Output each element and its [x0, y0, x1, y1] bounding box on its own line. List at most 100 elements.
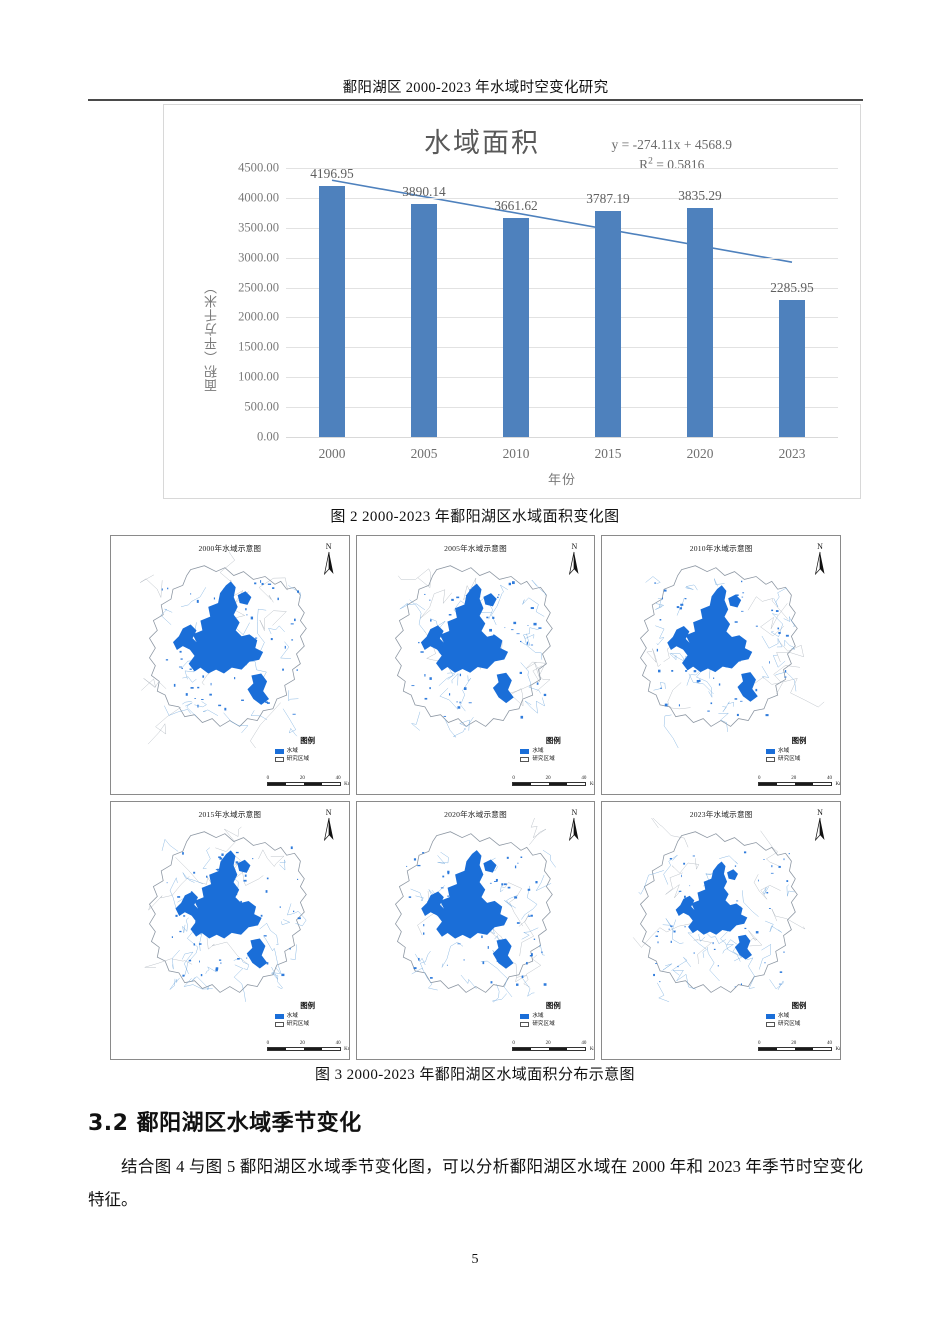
chart-bar [319, 186, 345, 437]
map-graphic [144, 826, 307, 1002]
scale-bar-unit: Km [589, 781, 595, 787]
scale-bar-graphic [512, 1047, 587, 1051]
scale-tick-label: 40 [581, 775, 587, 781]
legend-swatch-study-area [274, 1022, 284, 1027]
scale-tick-label: 20 [791, 775, 797, 781]
north-arrow-icon: N [566, 808, 582, 842]
running-header: 鄱阳湖区 2000-2023 年水域时空变化研究 [342, 80, 609, 96]
legend-swatch-study-area [766, 756, 775, 762]
x-axis-title: 年份 [547, 472, 576, 487]
legend-swatch-water [274, 1014, 284, 1019]
legend-swatch-water [520, 748, 530, 754]
y-axis-tick-label: 4000.00 [238, 190, 279, 205]
map-canvas [111, 818, 349, 1014]
water-body-layer [420, 583, 514, 704]
figure-2-chart: 水域面积 y = -274.11x + 4568.9 R2 = 0.5816 面… [163, 104, 861, 499]
map-scale-bar: 0 20 40Km [512, 1041, 594, 1052]
north-arrow-icon: N [812, 808, 828, 842]
map-scale-bar: 0 20 40Km [758, 1041, 840, 1052]
chart-gridline [286, 347, 838, 349]
scale-bar-ticks: 0 20 40 [512, 1041, 586, 1047]
north-arrow-icon: N [321, 542, 337, 576]
legend-item: 研究区域 [274, 1021, 341, 1028]
scale-tick-label: 20 [299, 775, 305, 781]
legend-item: 水域 [766, 1013, 832, 1020]
map-scale-bar: 0 20 40Km [266, 1041, 349, 1052]
legend-item-label: 研究区域 [286, 755, 310, 762]
legend-swatch-water [520, 1014, 530, 1019]
figure-3-caption: 图 3 2000-2023 年鄱阳湖区水域面积分布示意图 [315, 1067, 635, 1083]
north-arrow-label: N [325, 542, 332, 551]
north-arrow-label: N [325, 807, 332, 817]
water-body-layer [675, 860, 753, 960]
north-arrow-glyph [569, 817, 579, 841]
scale-bar-ticks: 0 20 40 [758, 1041, 832, 1047]
chart-bar [687, 207, 713, 437]
north-arrow-label: N [817, 542, 823, 551]
map-legend: 图例 水域 研究区域 [274, 735, 341, 764]
legend-item: 水域 [274, 748, 341, 755]
chart-bar-value-label: 3661.62 [494, 198, 538, 214]
scale-tick-label: 40 [827, 775, 832, 781]
legend-item-label: 水域 [778, 1013, 790, 1019]
y-axis-tick-label: 3500.00 [238, 220, 279, 235]
trendline-equation-line: y = -274.11x + 4568.9 [611, 137, 732, 152]
water-body-layer [667, 585, 759, 702]
map-canvas [357, 812, 595, 1014]
map-legend: 图例 水域研究区域 [520, 735, 586, 764]
north-arrow-icon: N [812, 542, 828, 576]
chart-plot-area: 年份 4500.00 4000.00 3500.00 3000.00 2500.00 20… [238, 161, 838, 487]
r2-value: = 0.5816 [656, 156, 705, 172]
y-axis-tick-label: 3000.00 [238, 250, 279, 265]
scale-tick-label: 40 [335, 1041, 341, 1046]
map-canvas [357, 552, 595, 748]
scale-bar-graphic [266, 781, 341, 786]
scale-tick-label: 0 [512, 775, 515, 781]
trendline-r2-line: R2 = 0.5816 [612, 155, 732, 175]
legend-title: 图例 [545, 735, 561, 745]
legend-item: 水域 [766, 748, 832, 755]
legend-item: 研究区域 [766, 1021, 832, 1028]
chart-gridline [286, 437, 838, 438]
legend-title: 图例 [791, 1001, 807, 1010]
north-arrow-label: N [571, 807, 578, 817]
scale-bar-unit: Km [344, 781, 349, 787]
north-arrow-glyph [814, 817, 825, 841]
scale-bar-ticks: 0 20 40 [267, 1041, 341, 1047]
chart-gridline [286, 168, 838, 169]
scale-tick-label: 0 [758, 775, 761, 781]
legend-item-label: 水域 [532, 747, 544, 754]
map-panel-title: 2015年水域示意图 [198, 809, 262, 819]
legend-item-label: 水域 [778, 747, 790, 754]
legend-swatch-study-area [766, 1022, 775, 1027]
scale-tick-label: 40 [827, 1041, 832, 1046]
legend-item: 研究区域 [520, 1021, 586, 1028]
scale-bar-ticks: 0 20 40 [267, 776, 341, 782]
legend-title: 图例 [545, 1001, 561, 1010]
figure-2-caption: 图 2 2000-2023 年鄱阳湖区水域面积变化图 [330, 509, 620, 525]
map-canvas [111, 535, 349, 754]
chart-bar-value-label: 2285.95 [770, 280, 814, 296]
chart-trendline-path [331, 179, 793, 263]
chart-title: 水域面积 [424, 128, 540, 159]
scale-tick-label: 0 [758, 1041, 761, 1046]
scale-tick-label: 0 [512, 1041, 515, 1046]
chart-gridline [286, 407, 838, 409]
chart-gridline [286, 257, 838, 259]
legend-item: 水域 [520, 1013, 586, 1020]
y-axis-tick-label: 2000.00 [238, 309, 279, 324]
map-panel-title: 2023年水域示意图 [689, 809, 753, 819]
north-arrow-glyph [323, 817, 334, 841]
y-axis-tick-label: 1500.00 [238, 339, 279, 354]
legend-item: 研究区域 [520, 756, 586, 763]
scale-bar-graphic [758, 1047, 832, 1051]
north-arrow-label: N [571, 542, 578, 551]
y-axis-tick-label: 2500.00 [238, 280, 279, 295]
chart-bar-value-label: 3787.19 [586, 190, 630, 206]
chart-bar-value-label: 4196.95 [310, 166, 354, 182]
